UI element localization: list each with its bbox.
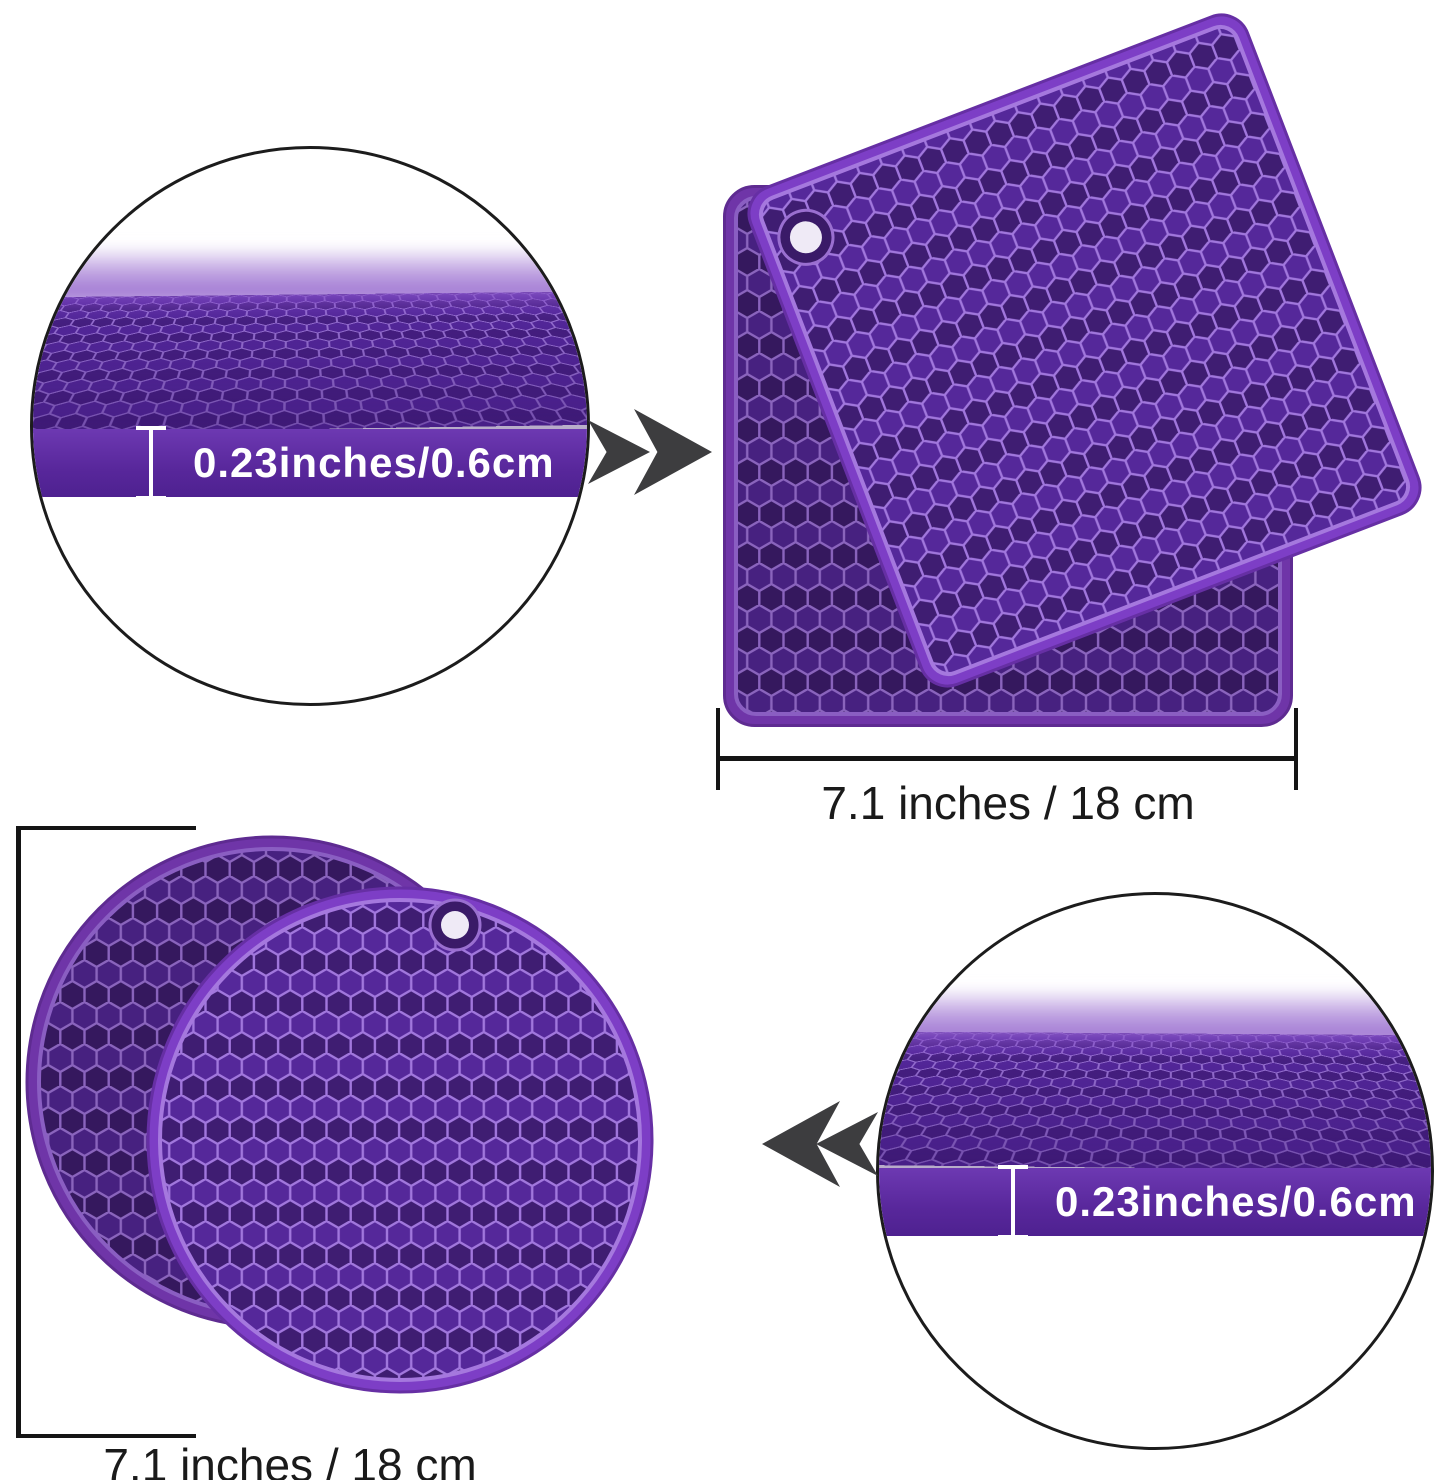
diameter-dimension-line <box>16 828 21 1438</box>
dimension-tick <box>16 826 196 830</box>
mat-side-edge-band: 0.23inches/0.6cm <box>33 426 587 500</box>
hanging-hole <box>428 898 482 952</box>
thickness-measure-icon <box>998 1165 1028 1239</box>
thickness-measure-icon <box>136 426 166 500</box>
dimension-tick <box>16 1434 196 1438</box>
mat-side-edge-band: 0.23inches/0.6cm <box>879 1165 1431 1239</box>
blurred-mat-far-edge <box>33 245 587 315</box>
mat-surface-shadow <box>33 309 587 429</box>
round-trivet-mat-front <box>146 886 654 1394</box>
square-trivet-mat-front <box>747 13 1422 688</box>
mat-surface-shadow <box>879 1048 1431 1168</box>
double-arrow-right-icon <box>588 420 650 484</box>
square-width-label: 7.1 inches / 18 cm <box>821 777 1195 829</box>
dimension-tick <box>1294 708 1298 790</box>
width-dimension-line <box>718 756 1298 761</box>
round-diameter-label: 7.1 inches / 18 cm <box>103 1439 477 1480</box>
hanging-hole <box>777 208 835 266</box>
thickness-label: 0.23inches/0.6cm <box>1055 1178 1417 1225</box>
thickness-zoom-circle-bottom-right: 0.23inches/0.6cm <box>876 892 1434 1450</box>
thickness-label: 0.23inches/0.6cm <box>193 439 555 486</box>
blurred-mat-far-edge <box>879 987 1431 1057</box>
thickness-zoom-circle-top-left: 0.23inches/0.6cm <box>30 146 590 706</box>
dimension-tick <box>716 708 720 790</box>
